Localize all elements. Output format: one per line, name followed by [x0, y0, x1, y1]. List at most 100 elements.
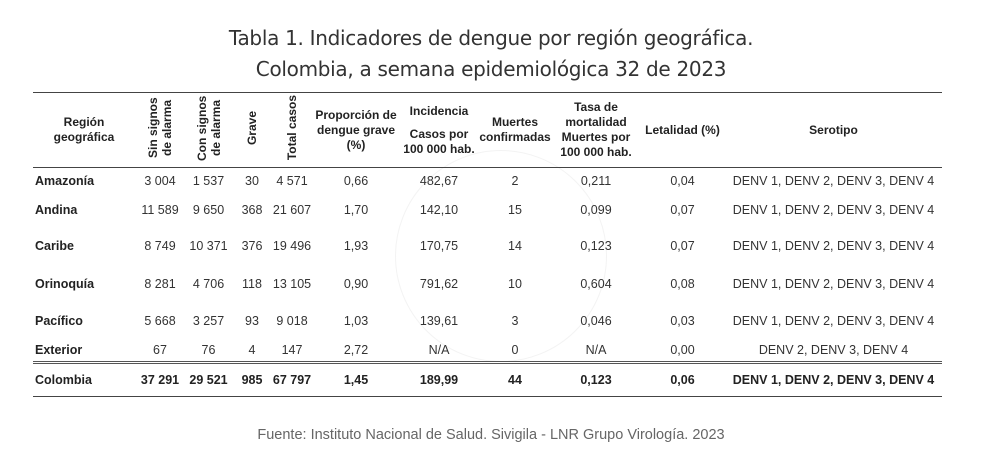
table-row: Andina 11 589 9 650 368 21 607 1,70 142,10 15 0,…	[33, 194, 942, 227]
cell-tasa: 0,604	[580, 276, 612, 291]
header-incidencia: Incidencia Casos por 100 000 hab.	[403, 103, 475, 156]
cell-inc: 189,99	[419, 373, 459, 387]
cell-sin: 8 749	[144, 238, 176, 253]
cell-tasa: 0,123	[580, 238, 612, 253]
table-row: Pacífico 5 668 3 257 93 9 018 1,03 139,61 3 0,04…	[33, 303, 942, 339]
cell-region: Pacífico	[35, 313, 83, 328]
ins-seal-watermark	[395, 150, 607, 362]
cell-total: 13 105	[272, 276, 312, 291]
header-con-signos: Con signos de alarma	[194, 95, 223, 161]
cell-sero: DENV 1, DENV 2, DENV 3, DENV 4	[732, 173, 935, 188]
cell-con: 4 706	[192, 276, 225, 291]
cell-prop: 1,45	[343, 373, 369, 387]
table-row: Caribe 8 749 10 371 376 19 496 1,93 170,75 14 0,…	[33, 227, 942, 265]
cell-sero: DENV 1, DENV 2, DENV 3, DENV 4	[732, 203, 935, 217]
cell-sero: DENV 1, DENV 2, DENV 3, DENV 4	[732, 238, 935, 253]
cell-con: 3 257	[192, 313, 225, 328]
cell-tasa: N/A	[585, 342, 607, 357]
cell-grave: 30	[245, 173, 259, 188]
header-serotipo: Serotipo	[809, 122, 858, 137]
table-row: Orinoquía 8 281 4 706 118 13 105 0,90 791,62 10…	[33, 265, 942, 303]
header-letalidad: Letalidad (%)	[645, 122, 720, 137]
cell-region: Orinoquía	[35, 276, 95, 291]
cell-prop: 0,90	[343, 276, 369, 291]
cell-grave: 118	[242, 276, 262, 291]
table-row: Exterior 67 76 4 147 2,72 N/A 0 N/A 0,00 DENV 2, D…	[33, 339, 942, 363]
cell-total: 147	[281, 342, 303, 357]
cell-let: 0,08	[670, 276, 695, 291]
header-tasa: Tasa de mortalidad Muertes por 100 000 h…	[560, 100, 632, 159]
cell-inc: 142,10	[419, 203, 459, 217]
header-region: Región geográfica	[53, 115, 115, 144]
cell-inc: N/A	[428, 342, 450, 357]
cell-con: 29 521	[189, 373, 228, 387]
cell-region: Andina	[35, 203, 78, 217]
cell-sin: 37 291	[140, 373, 180, 387]
cell-inc: 139,61	[419, 313, 459, 328]
cell-sero: DENV 1, DENV 2, DENV 3, DENV 4	[732, 313, 935, 328]
cell-prop: 1,03	[343, 313, 369, 328]
cell-inc: 482,67	[419, 173, 459, 188]
cell-con: 76	[201, 342, 216, 357]
cell-muertes: 3	[511, 313, 519, 328]
header-total: Total casos	[285, 95, 299, 161]
cell-grave: 368	[241, 203, 263, 217]
cell-total: 19 496	[272, 238, 312, 253]
cell-region: Colombia	[35, 373, 92, 387]
cell-prop: 2,72	[343, 342, 369, 357]
cell-sin: 5 668	[144, 313, 176, 328]
cell-muertes: 44	[508, 373, 522, 387]
header-sin-signos: Sin signos de alarma	[146, 97, 174, 159]
cell-let: 0,04	[670, 173, 695, 188]
cell-let: 0,03	[670, 313, 695, 328]
cell-let: 0,07	[670, 203, 695, 217]
cell-total: 21 607	[272, 203, 312, 217]
cell-region: Caribe	[35, 238, 74, 253]
cell-sero: DENV 2, DENV 3, DENV 4	[758, 342, 909, 357]
cell-total: 4 571	[276, 173, 308, 188]
dengue-indicators-table: Región geográfica Sin signos de alarma C…	[33, 92, 942, 397]
cell-let: 0,06	[670, 373, 695, 387]
cell-inc: 170,75	[419, 238, 459, 253]
cell-sero: DENV 1, DENV 2, DENV 3, DENV 4	[732, 373, 935, 387]
cell-tasa: 0,046	[580, 313, 612, 328]
cell-region: Exterior	[35, 342, 83, 357]
cell-sero: DENV 1, DENV 2, DENV 3, DENV 4	[732, 276, 935, 291]
cell-grave: 985	[241, 373, 263, 387]
cell-muertes: 14	[508, 238, 522, 253]
cell-total: 9 018	[276, 313, 308, 328]
header-proporcion: Proporción de dengue grave (%)	[315, 107, 397, 152]
cell-con: 10 371	[189, 238, 228, 253]
cell-grave: 4	[248, 342, 256, 357]
cell-con: 9 650	[192, 203, 225, 217]
cell-prop: 0,66	[343, 173, 369, 188]
header-row: Región geográfica Sin signos de alarma C…	[33, 93, 942, 168]
cell-total: 67 797	[272, 373, 312, 387]
cell-let: 0,07	[670, 238, 695, 253]
source-note: Fuente: Instituto Nacional de Salud. Siv…	[257, 427, 725, 443]
cell-muertes: 2	[511, 173, 519, 188]
header-muertes: Muertes confirmadas	[479, 115, 551, 144]
header-grave: Grave	[245, 110, 259, 146]
cell-sin: 3 004	[144, 173, 176, 188]
cell-muertes: 15	[508, 203, 522, 217]
cell-tasa: 0,211	[580, 173, 612, 188]
cell-sin: 11 589	[141, 203, 179, 217]
cell-grave: 93	[245, 313, 259, 328]
total-row: Colombia 37 291 29 521 985 67 797 1,45 189,99 4…	[33, 362, 942, 397]
cell-prop: 1,93	[343, 238, 369, 253]
cell-tasa: 0,099	[580, 203, 612, 217]
cell-con: 1 537	[192, 173, 225, 188]
table-row: Amazonía 3 004 1 537 30 4 571 0,66 482,67 2 0,21…	[33, 168, 942, 194]
table-subtitle: Colombia, a semana epidemiológica 32 de …	[255, 57, 727, 81]
cell-prop: 1,70	[343, 203, 369, 217]
cell-inc: 791,62	[419, 276, 459, 291]
cell-sin: 67	[153, 342, 167, 357]
cell-muertes: 0	[511, 342, 519, 357]
cell-let: 0,00	[670, 342, 695, 357]
table-title: Tabla 1. Indicadores de dengue por regió…	[228, 26, 754, 50]
cell-tasa: 0,123	[580, 373, 612, 387]
cell-grave: 376	[241, 238, 263, 253]
cell-region: Amazonía	[35, 173, 95, 188]
cell-muertes: 10	[508, 276, 522, 291]
